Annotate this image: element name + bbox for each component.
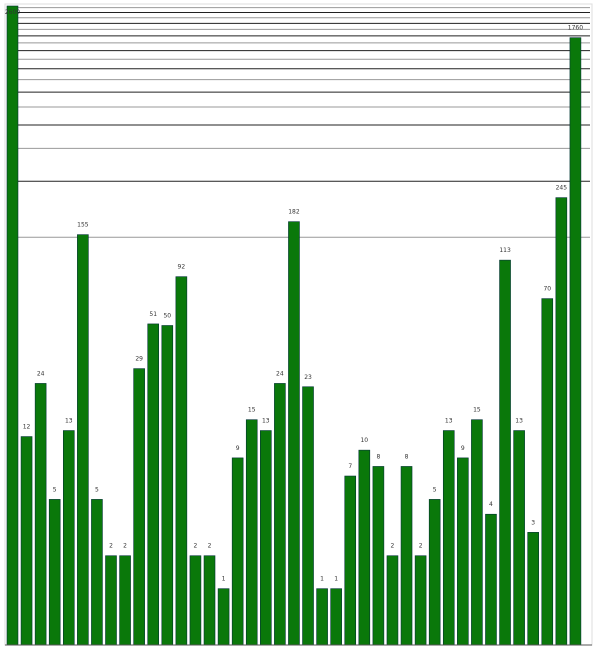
value-label: 1	[334, 576, 338, 583]
value-label: 13	[262, 418, 270, 425]
bar	[302, 386, 314, 646]
bar	[457, 457, 469, 646]
value-label: 2	[123, 543, 127, 550]
value-label: 1	[320, 576, 324, 583]
bar	[20, 436, 33, 646]
value-label: 23	[304, 374, 312, 381]
value-label: 2	[194, 543, 198, 550]
value-label: 15	[248, 407, 256, 414]
bar	[119, 555, 131, 646]
bar	[372, 466, 385, 646]
bar	[344, 475, 357, 646]
value-label: 9	[461, 445, 465, 452]
bar	[161, 325, 174, 646]
bar	[442, 430, 455, 646]
bar	[105, 555, 117, 646]
bar	[414, 555, 427, 646]
value-label: 10	[360, 437, 368, 444]
value-label: 5	[433, 486, 437, 493]
bar	[569, 37, 582, 646]
value-label: 155	[77, 222, 89, 229]
value-label: 2600	[5, 9, 20, 16]
value-label: 24	[276, 370, 284, 377]
value-label: 8	[376, 453, 380, 460]
bar	[231, 457, 244, 646]
bar	[471, 419, 483, 646]
value-label: 92	[178, 264, 186, 271]
value-label: 12	[23, 424, 31, 431]
value-label: 1	[222, 576, 226, 583]
bar	[133, 368, 145, 646]
value-label: 3	[531, 519, 535, 526]
bar	[77, 234, 89, 646]
value-label: 13	[515, 418, 523, 425]
bar	[513, 430, 525, 646]
bar	[203, 555, 216, 646]
value-label: 8	[405, 453, 409, 460]
bar	[34, 383, 47, 646]
value-label: 50	[163, 313, 171, 320]
value-label: 1760	[568, 25, 583, 32]
bar	[189, 555, 202, 646]
bar	[316, 588, 328, 646]
bar	[217, 588, 230, 646]
bar	[288, 221, 300, 646]
bar	[555, 197, 568, 646]
bar	[485, 513, 497, 646]
value-label: 7	[348, 463, 352, 470]
bar	[386, 555, 399, 646]
bar	[260, 430, 272, 646]
value-label: 4	[489, 501, 493, 508]
value-label: 2	[391, 543, 395, 550]
bar	[245, 419, 258, 646]
bar	[274, 383, 286, 646]
bar	[48, 499, 61, 646]
value-label: 51	[149, 311, 157, 318]
bar	[91, 499, 103, 646]
value-label: 2	[419, 543, 423, 550]
bar	[6, 5, 19, 646]
bar	[62, 430, 75, 646]
value-label: 70	[543, 286, 551, 293]
value-label: 2	[109, 543, 113, 550]
bar	[541, 298, 554, 646]
bar	[527, 532, 539, 646]
value-label: 182	[288, 209, 300, 216]
value-label: 2	[208, 543, 212, 550]
value-label: 13	[445, 418, 453, 425]
value-label: 113	[499, 247, 511, 254]
bar	[428, 499, 441, 646]
value-label: 5	[53, 486, 57, 493]
bar	[175, 276, 188, 646]
bar	[400, 466, 413, 646]
value-label: 245	[556, 185, 568, 192]
value-label: 29	[135, 356, 143, 363]
bar	[358, 449, 371, 646]
value-label: 5	[95, 486, 99, 493]
value-label: 15	[473, 407, 481, 414]
value-label: 9	[236, 445, 240, 452]
bar	[499, 259, 511, 646]
bar	[147, 323, 160, 646]
value-label: 13	[65, 418, 73, 425]
bar	[330, 588, 342, 646]
value-label: 24	[37, 370, 45, 377]
